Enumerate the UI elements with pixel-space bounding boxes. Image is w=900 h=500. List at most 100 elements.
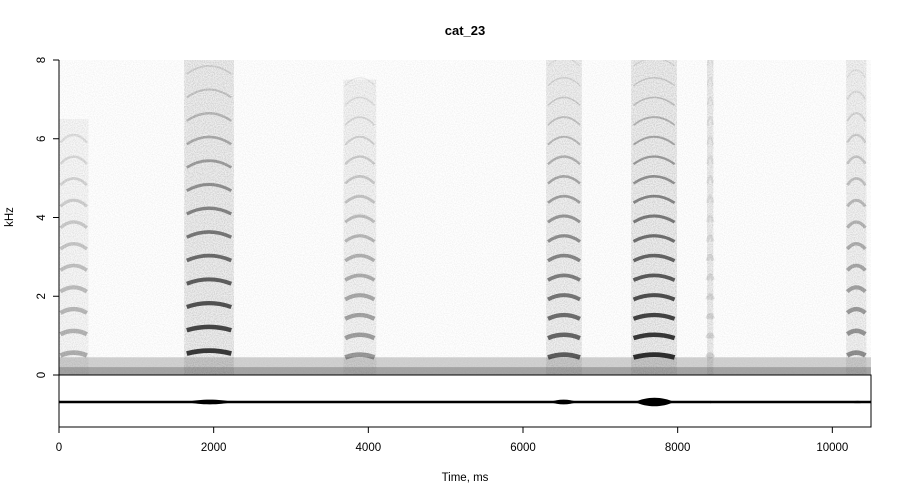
harmonic-band bbox=[632, 352, 676, 360]
broadband-energy-tone bbox=[184, 60, 234, 375]
harmonic-band bbox=[706, 135, 714, 145]
harmonic-band bbox=[846, 90, 867, 100]
harmonic-band bbox=[59, 285, 89, 294]
harmonic-band bbox=[632, 214, 676, 224]
y-axis: 0 2 4 6 8 bbox=[36, 57, 60, 378]
harmonic-band bbox=[344, 135, 376, 146]
harmonic-band bbox=[705, 273, 715, 281]
harmonic-band bbox=[633, 60, 675, 67]
harmonic-band bbox=[547, 312, 581, 321]
broadband-energy bbox=[343, 79, 377, 375]
harmonic-band bbox=[59, 328, 88, 337]
harmonic-band bbox=[344, 293, 376, 302]
harmonic-band bbox=[344, 96, 375, 106]
waveform-burst bbox=[847, 400, 868, 404]
y-tick-label: 2 bbox=[36, 293, 48, 299]
harmonic-band bbox=[706, 60, 714, 67]
y-tick-label: 8 bbox=[36, 57, 48, 63]
harmonic-band bbox=[705, 332, 716, 340]
harmonic-band bbox=[706, 175, 715, 184]
harmonic-band bbox=[845, 285, 867, 294]
harmonic-band bbox=[344, 332, 376, 341]
harmonic-band bbox=[633, 77, 675, 87]
harmonic-band bbox=[547, 293, 581, 302]
harmonic-band bbox=[59, 220, 88, 229]
x-tick-label: 4000 bbox=[356, 442, 382, 454]
harmonic-band bbox=[186, 253, 233, 263]
harmonic-band bbox=[186, 348, 232, 356]
harmonic-band bbox=[547, 352, 581, 360]
harmonic-band bbox=[705, 293, 715, 301]
harmonic-band bbox=[186, 159, 233, 169]
harmonic-band bbox=[547, 253, 581, 263]
broadband-energy bbox=[631, 60, 677, 375]
harmonic-band bbox=[547, 175, 581, 185]
harmonic-band bbox=[547, 273, 581, 282]
harmonic-band bbox=[632, 312, 676, 321]
harmonic-band bbox=[706, 77, 714, 86]
harmonic-band bbox=[186, 88, 232, 99]
harmonic-band bbox=[186, 135, 232, 146]
harmonic-band bbox=[846, 112, 867, 122]
x-tick-label: 8000 bbox=[665, 442, 691, 454]
harmonic-band bbox=[344, 234, 376, 243]
harmonic-band bbox=[845, 220, 867, 229]
harmonic-band bbox=[633, 116, 676, 126]
harmonic-band bbox=[632, 332, 676, 341]
broadband-energy-tone bbox=[343, 79, 377, 375]
harmonic-band bbox=[706, 194, 715, 204]
harmonic-band bbox=[344, 312, 376, 321]
harmonic-band bbox=[547, 116, 581, 126]
harmonic-band bbox=[344, 194, 376, 204]
harmonic-band bbox=[186, 230, 233, 239]
y-tick-label: 6 bbox=[36, 136, 48, 142]
harmonic-band bbox=[705, 253, 715, 262]
waveform-burst bbox=[345, 401, 377, 403]
background-noise bbox=[59, 60, 871, 375]
harmonic-band bbox=[186, 65, 232, 75]
oscillogram-panel bbox=[59, 375, 871, 427]
harmonic-band bbox=[344, 155, 376, 165]
harmonic-band bbox=[845, 350, 867, 358]
harmonic-band bbox=[706, 96, 714, 106]
harmonic-band bbox=[547, 135, 581, 146]
harmonic-band bbox=[845, 328, 867, 337]
harmonic-band bbox=[344, 77, 375, 87]
harmonic-band bbox=[632, 194, 676, 205]
harmonic-band bbox=[547, 214, 581, 224]
harmonic-band bbox=[344, 273, 376, 282]
broadband-energy-tone bbox=[59, 119, 89, 375]
harmonic-band bbox=[59, 350, 88, 358]
x-tick-label: 0 bbox=[56, 442, 62, 454]
waveform-burst bbox=[186, 399, 233, 405]
x-axis-label: Time, ms bbox=[442, 472, 489, 484]
harmonic-band bbox=[846, 177, 867, 186]
broadband-energy bbox=[59, 119, 89, 375]
harmonic-band bbox=[59, 242, 89, 251]
broadband-energy-tone bbox=[631, 60, 677, 375]
x-tick-label: 10000 bbox=[816, 442, 848, 454]
harmonic-band bbox=[186, 277, 233, 286]
harmonic-band bbox=[632, 234, 676, 243]
harmonic-band bbox=[59, 306, 88, 315]
broadband-energy-tone bbox=[846, 60, 867, 375]
harmonic-band bbox=[705, 312, 715, 320]
y-tick-label: 4 bbox=[36, 214, 48, 221]
waveform-burst bbox=[550, 399, 578, 405]
low-frequency-band-core bbox=[59, 367, 871, 375]
harmonic-band bbox=[846, 69, 867, 79]
harmonic-band bbox=[706, 155, 715, 165]
harmonic-band bbox=[846, 133, 867, 144]
harmonic-band bbox=[846, 198, 867, 208]
sound-event-2 bbox=[184, 60, 234, 375]
harmonic-band bbox=[186, 301, 232, 310]
harmonic-band bbox=[547, 234, 581, 243]
broadband-energy bbox=[846, 60, 867, 375]
harmonic-band bbox=[59, 198, 88, 208]
x-tick-label: 2000 bbox=[201, 442, 227, 454]
harmonic-band bbox=[845, 306, 867, 315]
sound-event-3 bbox=[343, 77, 377, 375]
sound-event-5 bbox=[631, 60, 677, 375]
harmonic-band bbox=[633, 96, 676, 106]
sound-event-7 bbox=[845, 60, 867, 375]
